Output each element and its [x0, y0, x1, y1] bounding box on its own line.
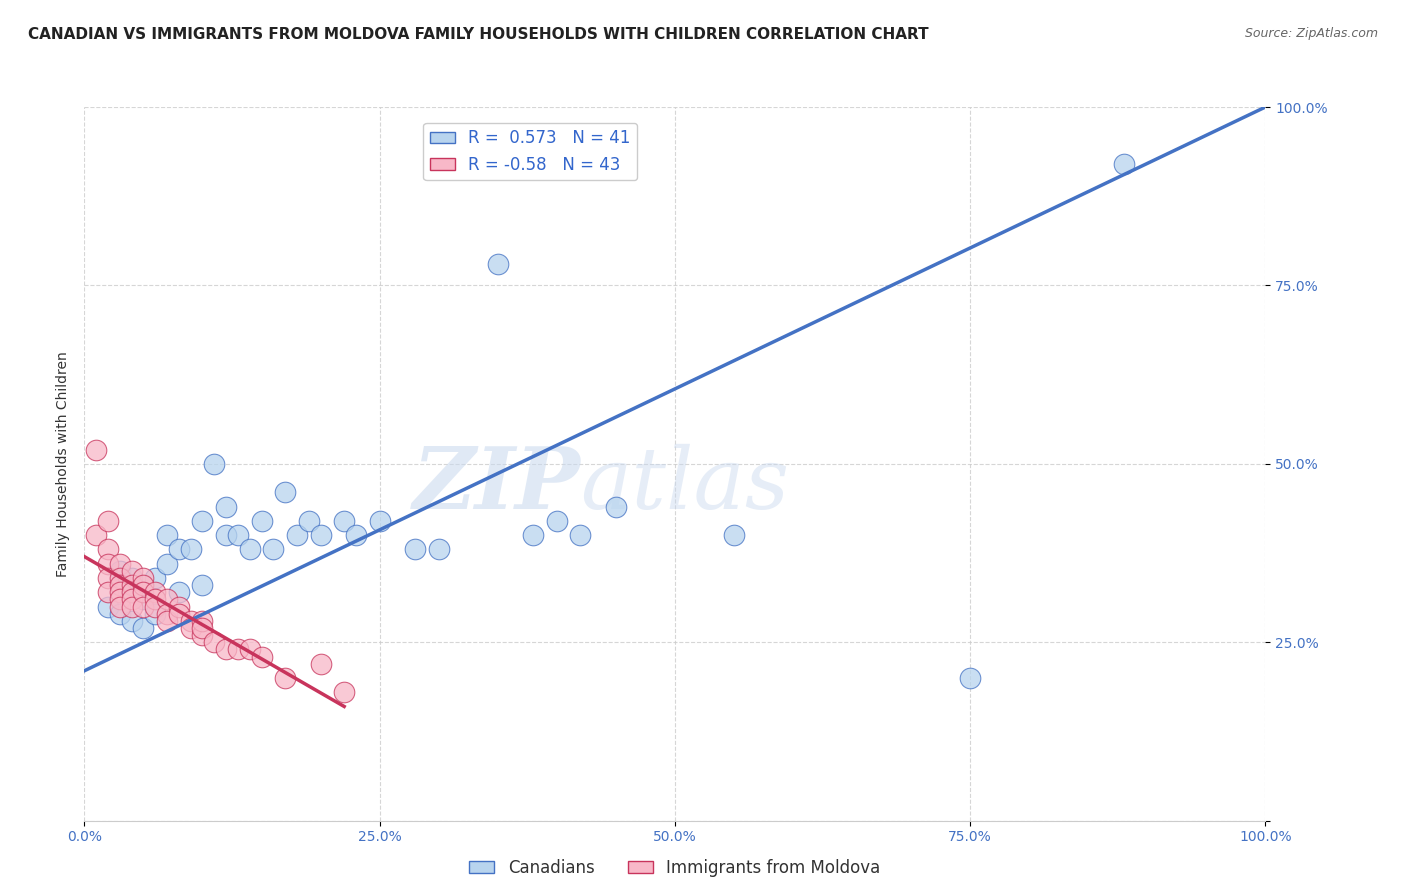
Point: [132, 578, 155, 592]
Point: [108, 557, 131, 571]
Point: [546, 514, 568, 528]
Point: [156, 557, 179, 571]
Point: [191, 614, 214, 628]
Y-axis label: Family Households with Children: Family Households with Children: [56, 351, 70, 577]
Point: [180, 614, 202, 628]
Point: [97, 585, 120, 599]
Point: [167, 599, 190, 614]
Point: [108, 592, 131, 607]
Point: [215, 642, 238, 657]
Point: [522, 528, 544, 542]
Point: [108, 571, 131, 585]
Point: [121, 599, 143, 614]
Point: [143, 607, 166, 621]
Point: [121, 585, 143, 599]
Point: [132, 621, 155, 635]
Point: [486, 257, 509, 271]
Point: [333, 685, 356, 699]
Point: [121, 578, 143, 592]
Point: [191, 621, 214, 635]
Point: [132, 571, 155, 585]
Point: [97, 557, 120, 571]
Point: [143, 585, 166, 599]
Point: [309, 657, 332, 671]
Point: [569, 528, 592, 542]
Point: [191, 578, 214, 592]
Point: [156, 614, 179, 628]
Point: [226, 528, 249, 542]
Point: [132, 599, 155, 614]
Point: [250, 514, 273, 528]
Point: [605, 500, 627, 514]
Point: [143, 599, 166, 614]
Point: [274, 485, 297, 500]
Point: [156, 592, 179, 607]
Point: [121, 614, 143, 628]
Point: [97, 571, 120, 585]
Point: [121, 592, 143, 607]
Point: [156, 607, 179, 621]
Point: [108, 607, 131, 621]
Point: [274, 671, 297, 685]
Point: [191, 628, 214, 642]
Point: [404, 542, 426, 557]
Point: [121, 564, 143, 578]
Point: [344, 528, 367, 542]
Text: CANADIAN VS IMMIGRANTS FROM MOLDOVA FAMILY HOUSEHOLDS WITH CHILDREN CORRELATION : CANADIAN VS IMMIGRANTS FROM MOLDOVA FAMI…: [28, 27, 929, 42]
Point: [121, 585, 143, 599]
Point: [262, 542, 284, 557]
Point: [167, 542, 190, 557]
Point: [121, 571, 143, 585]
Point: [427, 542, 450, 557]
Point: [333, 514, 356, 528]
Point: [108, 578, 131, 592]
Point: [239, 542, 262, 557]
Point: [215, 500, 238, 514]
Point: [108, 599, 131, 614]
Point: [723, 528, 745, 542]
Point: [368, 514, 391, 528]
Point: [97, 599, 120, 614]
Point: [167, 607, 190, 621]
Point: [156, 528, 179, 542]
Point: [285, 528, 308, 542]
Point: [84, 528, 107, 542]
Legend: Canadians, Immigrants from Moldova: Canadians, Immigrants from Moldova: [463, 853, 887, 884]
Point: [309, 528, 332, 542]
Point: [202, 457, 225, 471]
Point: [143, 571, 166, 585]
Point: [239, 642, 262, 657]
Point: [108, 564, 131, 578]
Point: [250, 649, 273, 664]
Text: ZIP: ZIP: [412, 443, 581, 527]
Point: [215, 528, 238, 542]
Point: [84, 442, 107, 457]
Point: [226, 642, 249, 657]
Point: [1112, 157, 1135, 171]
Point: [298, 514, 321, 528]
Text: Source: ZipAtlas.com: Source: ZipAtlas.com: [1244, 27, 1378, 40]
Point: [180, 542, 202, 557]
Point: [167, 585, 190, 599]
Point: [108, 585, 131, 599]
Point: [97, 542, 120, 557]
Point: [959, 671, 981, 685]
Point: [132, 592, 155, 607]
Text: atlas: atlas: [581, 444, 790, 526]
Point: [202, 635, 225, 649]
Point: [180, 621, 202, 635]
Point: [143, 592, 166, 607]
Point: [97, 514, 120, 528]
Point: [132, 585, 155, 599]
Point: [191, 514, 214, 528]
